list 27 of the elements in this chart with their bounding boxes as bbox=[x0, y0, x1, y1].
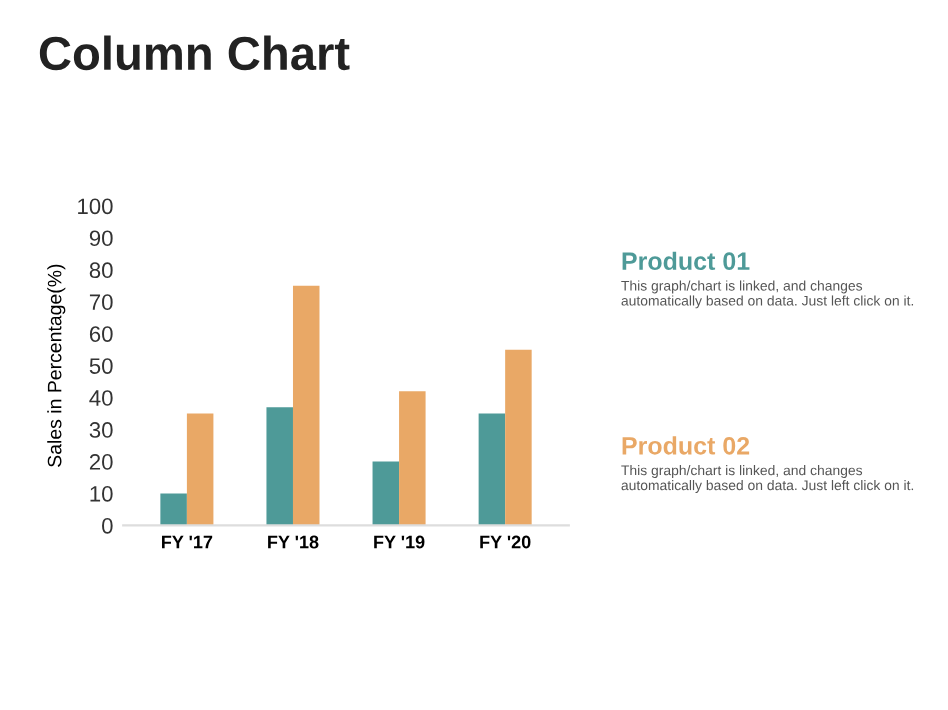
x-tick-label: FY '18 bbox=[268, 535, 319, 549]
y-tick-label: 100 bbox=[78, 198, 113, 215]
bar bbox=[292, 285, 320, 526]
y-tick-label: 90 bbox=[89, 230, 113, 247]
y-tick-label: 70 bbox=[89, 294, 113, 311]
x-tick-label: FY '17 bbox=[162, 535, 213, 549]
y-tick-label: 60 bbox=[89, 326, 113, 342]
bar bbox=[505, 349, 532, 526]
chart-title: Column Chart bbox=[39, 35, 350, 71]
text: Product 01 bbox=[622, 251, 750, 271]
x-tick-label: FY '20 bbox=[480, 535, 531, 549]
y-tick-label: 40 bbox=[89, 390, 113, 406]
bar bbox=[186, 413, 214, 526]
y-tick-label: 30 bbox=[89, 422, 113, 438]
y-tick-label: 50 bbox=[89, 358, 113, 374]
bar bbox=[372, 461, 400, 526]
bar bbox=[478, 413, 506, 526]
text: Product 02 bbox=[622, 436, 750, 455]
bar bbox=[160, 493, 187, 526]
bar bbox=[266, 407, 293, 526]
y-tick-label: 80 bbox=[89, 262, 113, 279]
bar bbox=[399, 391, 426, 526]
y-tick-label: 0 bbox=[102, 517, 113, 534]
y-tick-label: 20 bbox=[89, 454, 113, 470]
y-tick-label: 10 bbox=[90, 485, 113, 502]
y-axis-title: Sales in Percentage(%) bbox=[47, 264, 66, 467]
x-tick-label: FY '19 bbox=[374, 535, 425, 549]
